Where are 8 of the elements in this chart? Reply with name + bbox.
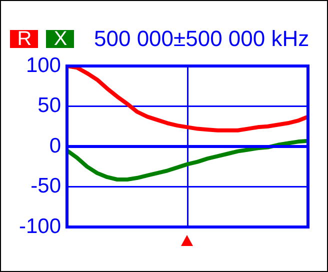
y-tick-label: 50 [38, 94, 61, 118]
y-tick-label: -100 [18, 214, 61, 238]
chart-title: 500 000±500 000 kHz [94, 26, 310, 52]
legend-label: R [10, 28, 38, 50]
legend-label: X [46, 28, 74, 50]
y-tick-label: 100 [26, 54, 61, 77]
y-tick-label: 0 [49, 134, 61, 158]
y-tick-label: -50 [30, 174, 61, 198]
